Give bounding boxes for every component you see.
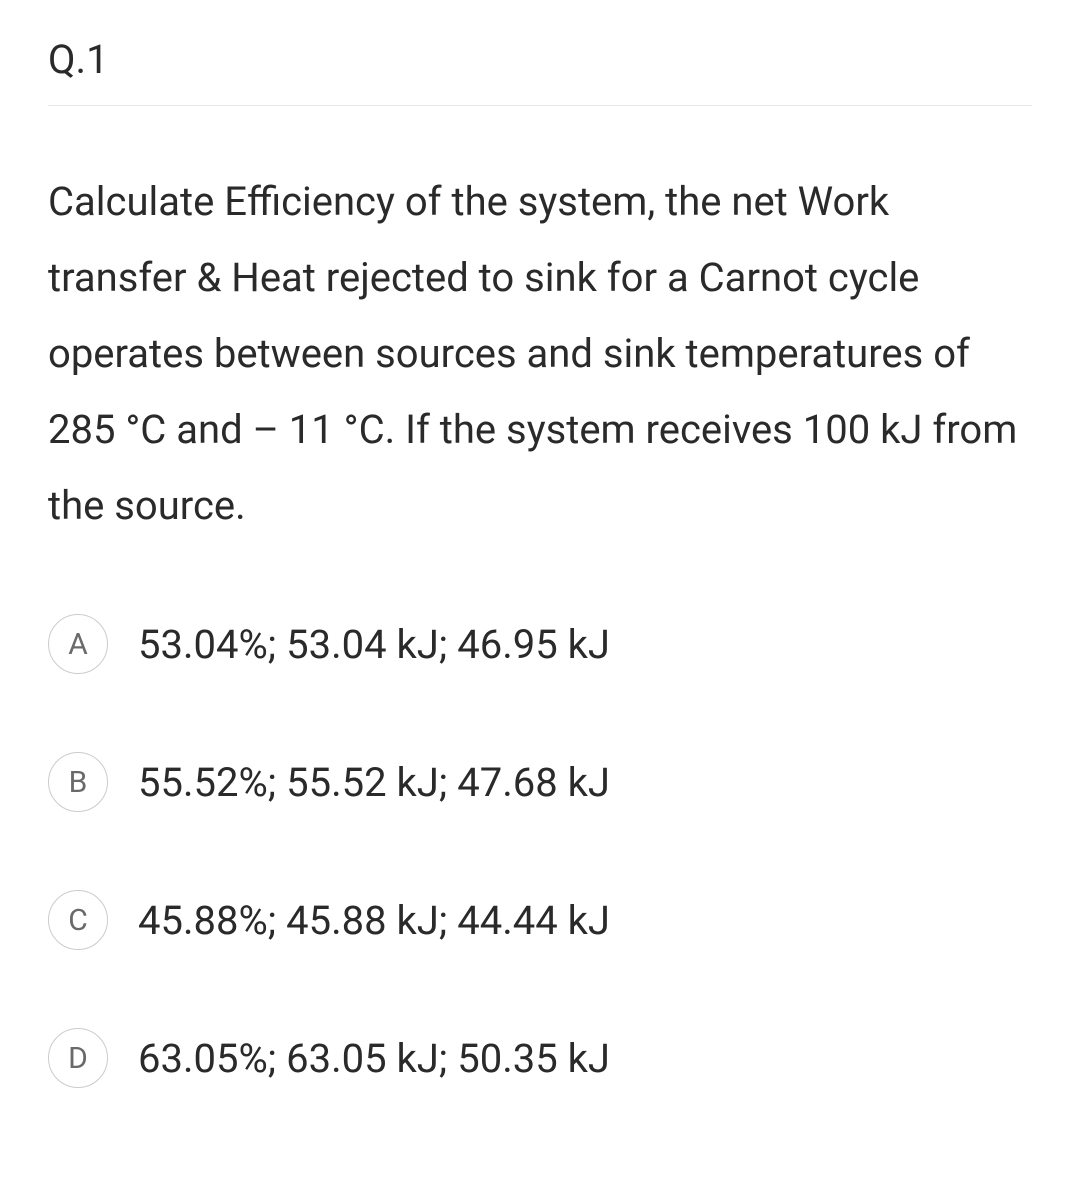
question-text: Calculate Efficiency of the system, the … — [48, 164, 1032, 544]
option-c-circle: C — [48, 890, 108, 950]
question-container: Q.1 Calculate Efficiency of the system, … — [0, 0, 1080, 1124]
option-b-text: 55.52%; 55.52 kJ; 47.68 kJ — [138, 759, 610, 806]
option-b[interactable]: B 55.52%; 55.52 kJ; 47.68 kJ — [48, 752, 1032, 812]
option-d-circle: D — [48, 1028, 108, 1088]
option-b-circle: B — [48, 752, 108, 812]
option-a-circle: A — [48, 614, 108, 674]
question-number: Q.1 — [48, 36, 1032, 106]
options-list: A 53.04%; 53.04 kJ; 46.95 kJ B 55.52%; 5… — [48, 614, 1032, 1088]
option-d[interactable]: D 63.05%; 63.05 kJ; 50.35 kJ — [48, 1028, 1032, 1088]
option-a-text: 53.04%; 53.04 kJ; 46.95 kJ — [138, 621, 610, 668]
option-c[interactable]: C 45.88%; 45.88 kJ; 44.44 kJ — [48, 890, 1032, 950]
option-c-text: 45.88%; 45.88 kJ; 44.44 kJ — [138, 897, 610, 944]
option-d-text: 63.05%; 63.05 kJ; 50.35 kJ — [138, 1035, 610, 1082]
option-a[interactable]: A 53.04%; 53.04 kJ; 46.95 kJ — [48, 614, 1032, 674]
